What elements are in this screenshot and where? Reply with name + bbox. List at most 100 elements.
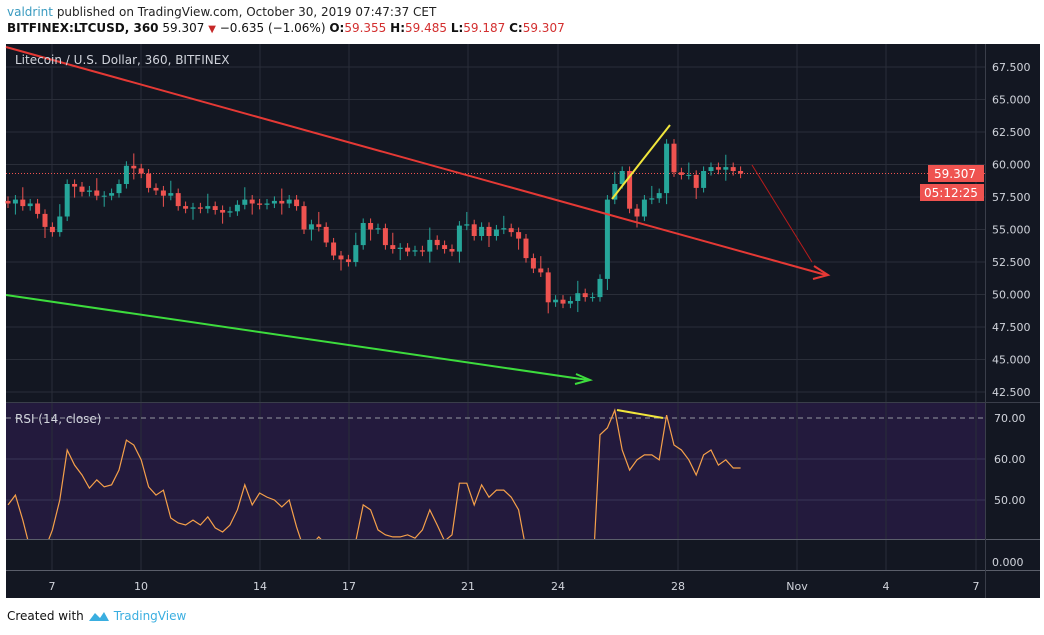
candle-body xyxy=(641,199,647,217)
candle-body xyxy=(604,199,610,279)
rsi-tick-label: 70.00 xyxy=(994,412,1026,425)
candle-body xyxy=(160,190,166,196)
candle-body xyxy=(701,171,707,188)
candle-body xyxy=(538,268,544,273)
candle-body xyxy=(57,216,63,233)
candle-body xyxy=(567,301,573,304)
created-with: Created with xyxy=(7,609,84,623)
candle-body xyxy=(508,228,514,233)
symbol: BITFINEX:LTCUSD, 360 xyxy=(7,21,159,35)
symbol-info: BITFINEX:LTCUSD, 360 59.307 ▼ −0.635 (−1… xyxy=(7,21,565,35)
candle-body xyxy=(183,206,189,209)
red-trendline[interactable] xyxy=(5,46,827,276)
rsi-legend: RSI (14, close) xyxy=(15,412,101,426)
green-trendline[interactable] xyxy=(5,294,589,381)
red-arrow-head-icon xyxy=(812,265,831,280)
candle-body xyxy=(138,168,144,174)
candle-body xyxy=(419,250,425,252)
tradingview-link[interactable]: TradingView xyxy=(113,609,187,623)
time-tick-label: 21 xyxy=(461,580,475,593)
candle-body xyxy=(27,203,33,207)
chart-legend: Litecoin / U.S. Dollar, 360, BITFINEX xyxy=(15,53,230,67)
candle-body xyxy=(308,224,314,230)
candle-body xyxy=(5,200,11,204)
axis-labels: 67.500 65.000 62.500 60.000 57.500 55.000 52.5… xyxy=(49,61,1031,593)
candle-body xyxy=(234,204,240,212)
last-price: 59.307 xyxy=(162,21,205,35)
candle-body xyxy=(79,186,85,192)
candle-body xyxy=(20,199,26,207)
candle-body xyxy=(190,207,196,209)
price-tick-label: 57.500 xyxy=(992,191,1031,204)
candle-body xyxy=(257,203,263,205)
open-label: O: xyxy=(329,21,345,35)
candle-body xyxy=(516,232,522,239)
candle-body xyxy=(590,297,596,299)
candle-body xyxy=(331,242,337,256)
candle-body xyxy=(730,167,736,171)
candle-body xyxy=(123,165,129,184)
candle-body xyxy=(345,259,351,262)
price-tick-label: 47.500 xyxy=(992,321,1031,334)
candle-body xyxy=(116,184,122,194)
tradingview-logo-icon xyxy=(88,612,109,621)
candle-body xyxy=(338,255,344,260)
candle-body xyxy=(197,207,203,209)
candle-body xyxy=(634,208,640,217)
candle-body xyxy=(294,199,300,207)
close-value: 59.307 xyxy=(522,21,565,35)
projection-line[interactable] xyxy=(751,164,813,263)
author-link[interactable]: valdrint xyxy=(7,5,53,19)
footer: Created with TradingView xyxy=(7,609,186,623)
candle-body xyxy=(553,299,559,303)
rsi-band xyxy=(6,403,985,539)
price-tick-label: 55.000 xyxy=(992,224,1031,237)
candle-body xyxy=(560,299,566,304)
candle-body xyxy=(301,206,307,230)
price-tick-label: 65.000 xyxy=(992,94,1031,107)
time-tick-label: 17 xyxy=(342,580,356,593)
countdown-badge xyxy=(920,184,984,201)
candle-body xyxy=(693,174,699,188)
candle-body xyxy=(471,224,477,236)
low-value: 59.187 xyxy=(463,21,506,35)
candle-body xyxy=(664,143,670,194)
candle-body xyxy=(242,199,248,205)
rsi-divergence-line[interactable] xyxy=(616,409,664,419)
candle-body xyxy=(523,238,529,259)
price-badge xyxy=(928,165,984,182)
yellow-trendline[interactable] xyxy=(611,124,671,200)
candle-body xyxy=(715,167,721,170)
time-tick-label: Nov xyxy=(786,580,808,593)
candle-body xyxy=(382,228,388,246)
candle-body xyxy=(649,198,655,200)
publish-info: valdrint published on TradingView.com, O… xyxy=(7,5,436,19)
countdown-text: 05:12:25 xyxy=(924,186,978,200)
candle-body xyxy=(405,247,411,252)
price-tick-label: 42.500 xyxy=(992,386,1031,399)
candle-body xyxy=(582,293,588,298)
candle-body xyxy=(146,173,152,188)
candles xyxy=(5,139,744,314)
candle-body xyxy=(205,206,211,209)
candle-body xyxy=(94,190,100,196)
candle-body xyxy=(86,190,92,192)
change: −0.635 (−1.06%) xyxy=(219,21,326,35)
candle-body xyxy=(316,224,322,227)
rsi-tick-label: 50.00 xyxy=(994,494,1026,507)
candle-body xyxy=(575,293,581,301)
candle-body xyxy=(72,184,78,187)
candle-body xyxy=(449,249,455,252)
price-badge-text: 59.307 xyxy=(934,167,976,181)
candle-body xyxy=(220,210,226,213)
candle-body xyxy=(390,245,396,249)
high-label: H: xyxy=(390,21,405,35)
price-tick-label: 62.500 xyxy=(992,126,1031,139)
candle-body xyxy=(35,203,41,214)
candle-body xyxy=(597,278,603,298)
candle-body xyxy=(686,174,692,176)
candle-body xyxy=(501,228,507,230)
rsi-line xyxy=(7,408,741,539)
time-tick-label: 7 xyxy=(973,580,980,593)
